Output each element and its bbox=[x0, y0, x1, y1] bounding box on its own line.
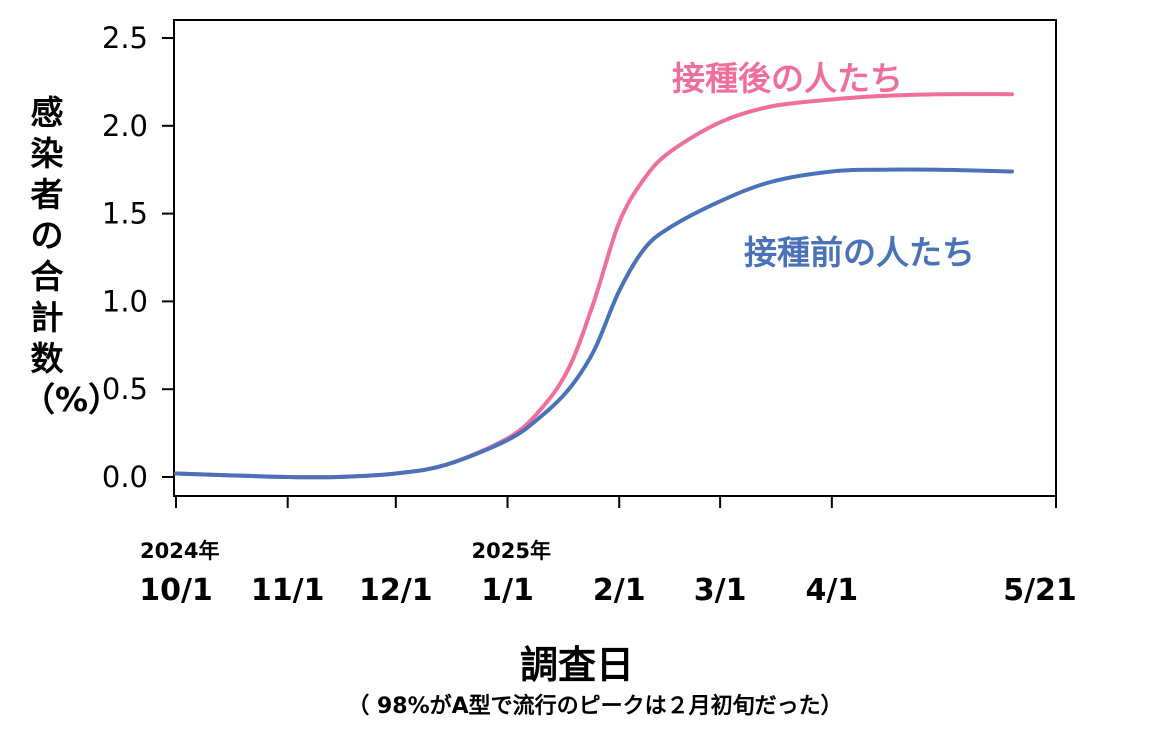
y-tick-label: 1.5 bbox=[102, 197, 148, 231]
x-tick-label: 11/1 bbox=[251, 573, 325, 608]
year-label: 2024年 bbox=[140, 539, 219, 563]
y-tick-label: 1.0 bbox=[102, 284, 148, 318]
y-tick-label: 2.5 bbox=[102, 21, 148, 55]
x-tick-label: 3/1 bbox=[694, 573, 747, 608]
x-axis-ticks: 10/1 2024年 11/1 12/1 1/1 2025年 2/1 3/1 4/1 5/21 bbox=[139, 496, 1077, 608]
y-axis-label: 感染者の合計数（%） bbox=[22, 93, 122, 419]
y-tick-label: 0.5 bbox=[102, 372, 148, 406]
chart-note: （ 98%がA型で流行のピークは２月初旬だった） bbox=[347, 694, 843, 719]
series-line-before bbox=[174, 167, 1014, 480]
x-tick-label: 2/1 bbox=[593, 573, 646, 608]
y-tick-label: 2.0 bbox=[102, 109, 148, 143]
series-line-after bbox=[174, 92, 1014, 480]
x-tick-label: 10/1 bbox=[139, 573, 213, 608]
series-lines bbox=[174, 92, 1014, 480]
x-tick-label: 5/21 bbox=[1003, 573, 1077, 608]
x-tick-label: 12/1 bbox=[359, 573, 433, 608]
y-axis-ticks: 0.0 0.5 1.0 1.5 2.0 2.5 bbox=[102, 21, 174, 494]
x-axis-label: 調査日 bbox=[519, 643, 634, 687]
series-label-after: 接種後の人たち bbox=[672, 59, 903, 98]
series-label-before: 接種前の人たち bbox=[744, 233, 975, 272]
x-tick-label: 1/1 bbox=[481, 573, 534, 608]
y-tick-label: 0.0 bbox=[102, 460, 148, 494]
year-label: 2025年 bbox=[472, 539, 551, 563]
x-tick-label: 4/1 bbox=[805, 573, 858, 608]
plot-frame bbox=[173, 19, 1057, 497]
